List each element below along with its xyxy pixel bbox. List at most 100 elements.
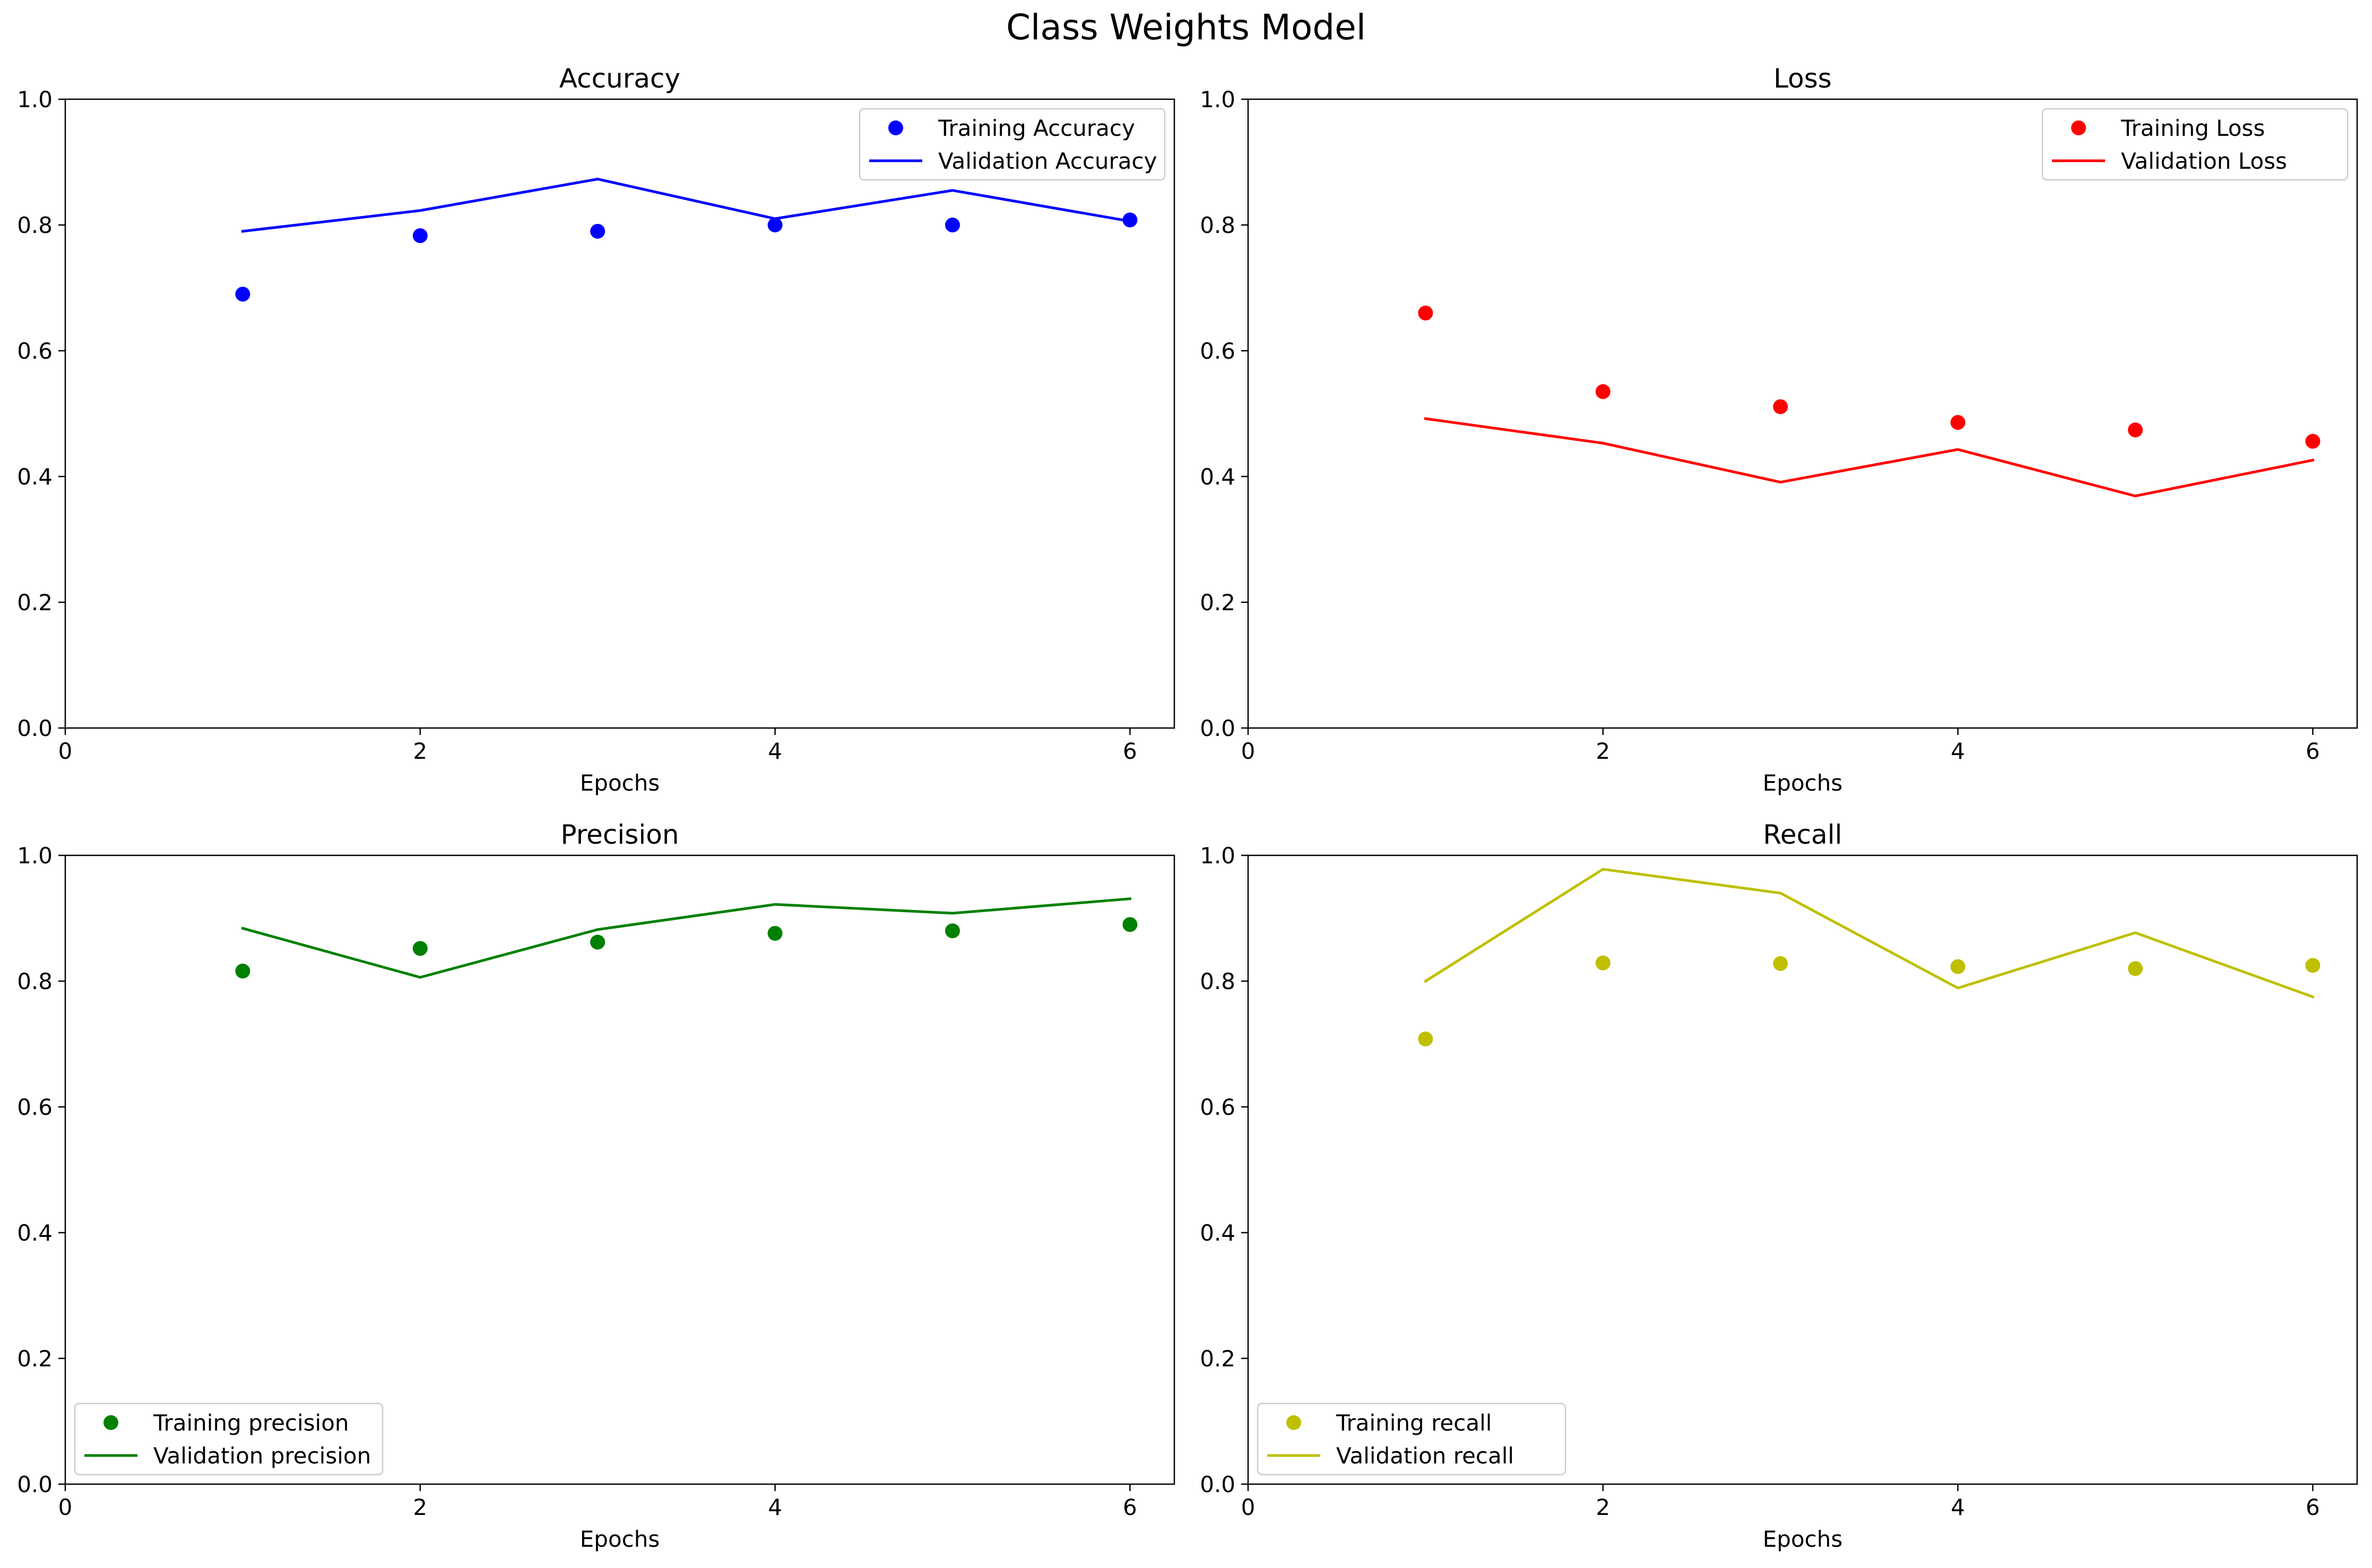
data-point [945,218,960,232]
x-tick-label: 4 [1951,1494,1965,1520]
series-line [241,177,1132,233]
legend-label: Training Accuracy [938,115,1135,141]
subplot-title: Accuracy [559,63,680,94]
figure-title: Class Weights Model [1006,7,1366,48]
plot-frame [64,98,1175,729]
legend-marker-swatch [103,1415,118,1430]
data-point [1950,415,1966,430]
legend-box [74,1402,384,1476]
legend-label: Validation Loss [2121,148,2287,174]
y-tick-label: 0.6 [1200,1094,1235,1120]
data-point [2128,961,2143,976]
legend: Training Accuracy Validation Accuracy [859,108,1166,181]
y-tick-label: 1.0 [17,86,53,112]
x-tick-label: 6 [1123,738,1137,764]
legend-box [2041,108,2349,181]
series-training-loss [1418,305,2321,449]
legend-marker-swatch [2071,120,2086,135]
series-line [241,897,1132,979]
data-point [1595,384,1611,400]
legend: Training Loss Validation Loss [2041,108,2349,181]
x-axis-label: Epochs [1763,770,1843,796]
series-validation-loss [1424,417,2315,498]
subplot-title: Recall [1763,819,1842,850]
y-tick-label: 1.0 [1200,843,1235,869]
data-point [945,923,960,939]
legend-label: Validation Accuracy [938,148,1157,174]
data-point [1773,399,1788,414]
series-line [1424,417,2315,498]
legend-label: Training Loss [2120,115,2265,141]
data-point [1418,1032,1433,1047]
legend-box [859,108,1166,181]
data-point [1595,955,1611,971]
series-line [1423,868,2315,999]
x-tick-label: 0 [58,1494,73,1520]
y-tick-label: 1.0 [1200,86,1235,112]
plot-frame [64,854,1175,1485]
subplot-title: Precision [560,819,679,850]
y-tick-label: 0.4 [1200,464,1235,490]
legend-marker-swatch [888,120,903,135]
data-point [590,934,605,950]
x-tick-label: 2 [413,738,427,764]
data-point [235,287,250,302]
y-tick-label: 0.2 [1200,1346,1235,1372]
legend-box [1257,1402,1566,1476]
subplots: Accuracy 0.0 0.2 0.4 0.6 0.8 1.0 0 2 4 6 Epochs Trai… [17,63,2358,1552]
data-point [590,223,605,239]
data-point [767,925,783,941]
data-point [235,964,250,979]
data-point [1950,959,1966,974]
y-tick-label: 0.2 [1200,590,1235,616]
legend-label: Validation precision [153,1443,371,1469]
x-tick-label: 6 [2306,738,2320,764]
data-point [767,218,783,232]
series-validation-accuracy [241,177,1132,233]
y-tick-label: 0.0 [1200,1471,1235,1497]
plot-frame [1247,98,2358,729]
x-axis-label: Epochs [580,1526,660,1552]
x-axis-label: Epochs [1763,1526,1843,1552]
y-tick-label: 0.8 [1200,212,1235,238]
x-tick-label: 4 [768,738,782,764]
x-tick-label: 0 [58,738,73,764]
x-tick-label: 2 [1596,1494,1610,1520]
legend-label: Validation recall [1336,1443,1514,1469]
y-tick-label: 0.0 [1200,715,1235,741]
subplot-loss: Loss 0.0 0.2 0.4 0.6 0.8 1.0 0 2 4 6 Epochs Training… [1200,63,2358,796]
y-tick-label: 0.6 [17,338,53,364]
y-tick-label: 0.8 [17,212,53,238]
data-point [2305,434,2321,449]
y-tick-label: 0.6 [1200,338,1235,364]
x-axis-label: Epochs [580,770,660,796]
y-tick-label: 0.4 [17,464,53,490]
data-point [1773,956,1788,971]
x-tick-label: 4 [1951,738,1965,764]
data-point [1122,917,1138,932]
subplot-title: Loss [1773,63,1832,94]
x-tick-label: 0 [1241,1494,1256,1520]
y-tick-label: 0.8 [1200,968,1235,994]
series-training-accuracy [235,212,1138,302]
x-tick-label: 4 [768,1494,782,1520]
data-point [412,941,428,956]
x-tick-label: 2 [1596,738,1610,764]
y-tick-label: 0.2 [17,1346,53,1372]
plot-frame [1247,854,2358,1485]
series-validation-recall [1423,868,2315,999]
data-point [1418,305,1433,320]
series-training-recall [1418,955,2321,1047]
series-validation-precision [241,897,1132,979]
y-tick-label: 0.4 [17,1220,53,1246]
x-tick-label: 6 [1123,1494,1137,1520]
x-tick-label: 2 [413,1494,427,1520]
subplot-accuracy: Accuracy 0.0 0.2 0.4 0.6 0.8 1.0 0 2 4 6 Epochs Trai… [17,63,1175,796]
y-tick-label: 0.0 [17,1471,53,1497]
data-point [2305,958,2321,973]
y-tick-label: 0.8 [17,968,53,994]
y-tick-label: 0.0 [17,715,53,741]
y-tick-label: 0.6 [17,1094,53,1120]
